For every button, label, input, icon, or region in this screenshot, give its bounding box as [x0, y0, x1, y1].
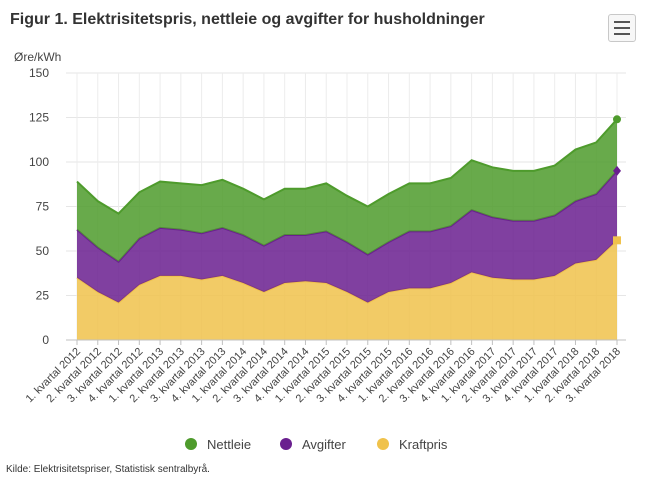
y-tick-label: 100 [29, 155, 49, 169]
menu-bar [614, 21, 630, 23]
hamburger-menu-icon[interactable] [608, 14, 636, 42]
area-avgifter [77, 170, 617, 303]
y-tick-label: 150 [29, 66, 49, 80]
point-kraftpris [613, 236, 621, 245]
legend-layer: Nettleie Avgifter Kraftpris [185, 437, 448, 452]
legend-label: Nettleie [207, 437, 251, 452]
legend-label: Kraftpris [399, 437, 448, 452]
legend-item-kraftpris[interactable]: Kraftpris [377, 437, 448, 452]
menu-bar [614, 33, 630, 35]
area-nettleie [77, 119, 617, 262]
legend-label: Avgifter [302, 437, 347, 452]
marker-layer [613, 115, 621, 245]
legend-item-avgifter[interactable]: Avgifter [280, 437, 347, 452]
legend-swatch [185, 438, 197, 450]
point-avgifter [613, 165, 621, 176]
line-nettleie [76, 118, 618, 215]
point-nettleie [613, 115, 621, 124]
y-tick-label: 125 [29, 111, 49, 125]
y-axis-title: Øre/kWh [14, 50, 61, 64]
y-tick-label: 75 [36, 200, 50, 214]
legend-item-nettleie[interactable]: Nettleie [185, 437, 251, 452]
legend-swatch [280, 438, 292, 450]
area-kraftpris [77, 240, 617, 340]
y-tick-label: 50 [36, 244, 50, 258]
chart-title: Figur 1. Elektrisitetspris, nettleie og … [10, 11, 485, 28]
source-credit: Kilde: Elektrisitetspriser, Statistisk s… [6, 464, 210, 475]
y-tick-label: 25 [36, 289, 50, 303]
legend-swatch [377, 438, 389, 450]
area-layer [76, 118, 618, 340]
y-tick-label: 0 [42, 333, 49, 347]
menu-bar [614, 27, 630, 29]
